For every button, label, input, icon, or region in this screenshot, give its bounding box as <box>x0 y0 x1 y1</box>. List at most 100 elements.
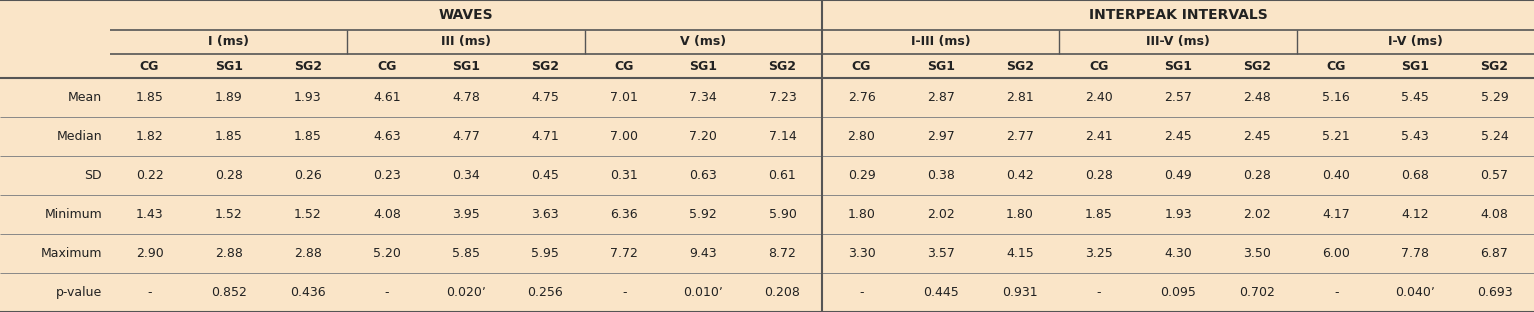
Text: 7.34: 7.34 <box>689 91 718 104</box>
Text: 0.29: 0.29 <box>848 169 876 182</box>
Text: SG2: SG2 <box>1006 60 1034 72</box>
Text: 0.208: 0.208 <box>764 286 801 299</box>
Text: CG: CG <box>1327 60 1345 72</box>
Text: -: - <box>147 286 152 299</box>
Text: 3.63: 3.63 <box>531 208 558 221</box>
Text: 0.45: 0.45 <box>531 169 558 182</box>
Text: 2.81: 2.81 <box>1006 91 1034 104</box>
Text: 4.63: 4.63 <box>373 130 400 143</box>
Text: 2.76: 2.76 <box>848 91 876 104</box>
Text: 4.12: 4.12 <box>1402 208 1430 221</box>
Text: SG2: SG2 <box>1243 60 1272 72</box>
Text: 2.02: 2.02 <box>927 208 954 221</box>
Text: 8.72: 8.72 <box>769 247 796 260</box>
Text: 0.852: 0.852 <box>210 286 247 299</box>
Text: 5.21: 5.21 <box>1322 130 1350 143</box>
Text: III (ms): III (ms) <box>440 36 491 48</box>
Text: 6.36: 6.36 <box>611 208 638 221</box>
Text: 2.45: 2.45 <box>1243 130 1272 143</box>
Text: 4.15: 4.15 <box>1006 247 1034 260</box>
Text: 2.57: 2.57 <box>1164 91 1192 104</box>
Text: 2.97: 2.97 <box>927 130 954 143</box>
Text: WAVES: WAVES <box>439 8 494 22</box>
Text: SD: SD <box>84 169 101 182</box>
Text: 0.702: 0.702 <box>1239 286 1275 299</box>
Text: 0.28: 0.28 <box>1085 169 1112 182</box>
Text: I-V (ms): I-V (ms) <box>1388 36 1443 48</box>
Text: 3.57: 3.57 <box>927 247 954 260</box>
Text: 0.61: 0.61 <box>769 169 796 182</box>
Text: 4.30: 4.30 <box>1164 247 1192 260</box>
Text: 4.75: 4.75 <box>531 91 558 104</box>
Text: INTERPEAK INTERVALS: INTERPEAK INTERVALS <box>1089 8 1267 22</box>
Text: 0.57: 0.57 <box>1480 169 1508 182</box>
Text: 0.931: 0.931 <box>1002 286 1037 299</box>
Text: 2.40: 2.40 <box>1085 91 1112 104</box>
Text: 4.17: 4.17 <box>1322 208 1350 221</box>
Text: 7.00: 7.00 <box>611 130 638 143</box>
Text: 2.90: 2.90 <box>135 247 164 260</box>
Text: 7.20: 7.20 <box>689 130 718 143</box>
Text: Mean: Mean <box>67 91 101 104</box>
Text: 7.72: 7.72 <box>611 247 638 260</box>
Text: III-V (ms): III-V (ms) <box>1146 36 1210 48</box>
Text: V (ms): V (ms) <box>680 36 727 48</box>
Text: I-III (ms): I-III (ms) <box>911 36 971 48</box>
Text: 5.45: 5.45 <box>1402 91 1430 104</box>
Text: 4.08: 4.08 <box>1480 208 1508 221</box>
Text: -: - <box>1097 286 1101 299</box>
Text: 2.41: 2.41 <box>1085 130 1112 143</box>
Text: 5.95: 5.95 <box>531 247 558 260</box>
Text: 0.095: 0.095 <box>1160 286 1197 299</box>
Text: 0.40: 0.40 <box>1322 169 1350 182</box>
Text: 1.80: 1.80 <box>1006 208 1034 221</box>
Text: 0.31: 0.31 <box>611 169 638 182</box>
Text: 0.28: 0.28 <box>215 169 242 182</box>
Text: 1.89: 1.89 <box>215 91 242 104</box>
Text: 0.23: 0.23 <box>373 169 400 182</box>
Text: 2.80: 2.80 <box>848 130 876 143</box>
Text: 5.16: 5.16 <box>1322 91 1350 104</box>
Text: 0.38: 0.38 <box>927 169 954 182</box>
Text: -: - <box>859 286 864 299</box>
Text: 0.010ʼ: 0.010ʼ <box>683 286 723 299</box>
Text: 1.43: 1.43 <box>135 208 163 221</box>
Text: 7.23: 7.23 <box>769 91 796 104</box>
Text: SG1: SG1 <box>1402 60 1430 72</box>
Text: 7.01: 7.01 <box>611 91 638 104</box>
Text: 5.29: 5.29 <box>1480 91 1508 104</box>
Text: 2.77: 2.77 <box>1006 130 1034 143</box>
Text: 2.45: 2.45 <box>1164 130 1192 143</box>
Text: Median: Median <box>57 130 101 143</box>
Text: 0.42: 0.42 <box>1006 169 1034 182</box>
Text: 4.61: 4.61 <box>373 91 400 104</box>
Text: CG: CG <box>1089 60 1109 72</box>
Text: 5.90: 5.90 <box>769 208 796 221</box>
Text: 5.92: 5.92 <box>689 208 718 221</box>
Text: 1.85: 1.85 <box>215 130 242 143</box>
Text: 6.87: 6.87 <box>1480 247 1508 260</box>
Text: -: - <box>1335 286 1339 299</box>
Text: 5.20: 5.20 <box>373 247 400 260</box>
Text: 0.22: 0.22 <box>135 169 164 182</box>
Text: p-value: p-value <box>55 286 101 299</box>
Text: 7.78: 7.78 <box>1402 247 1430 260</box>
Text: 0.68: 0.68 <box>1402 169 1430 182</box>
Text: I (ms): I (ms) <box>209 36 249 48</box>
Text: 1.93: 1.93 <box>1164 208 1192 221</box>
Text: 5.24: 5.24 <box>1480 130 1508 143</box>
Text: SG2: SG2 <box>531 60 558 72</box>
Text: 0.693: 0.693 <box>1477 286 1513 299</box>
Text: SG2: SG2 <box>1480 60 1508 72</box>
Text: 1.85: 1.85 <box>295 130 322 143</box>
Text: 0.020ʼ: 0.020ʼ <box>446 286 486 299</box>
Text: 0.26: 0.26 <box>295 169 322 182</box>
Text: 6.00: 6.00 <box>1322 247 1350 260</box>
Text: 1.52: 1.52 <box>295 208 322 221</box>
Text: 4.08: 4.08 <box>373 208 400 221</box>
Text: 5.43: 5.43 <box>1402 130 1430 143</box>
Text: 0.436: 0.436 <box>290 286 325 299</box>
Text: 5.85: 5.85 <box>453 247 480 260</box>
Text: 2.48: 2.48 <box>1243 91 1272 104</box>
Text: -: - <box>621 286 626 299</box>
